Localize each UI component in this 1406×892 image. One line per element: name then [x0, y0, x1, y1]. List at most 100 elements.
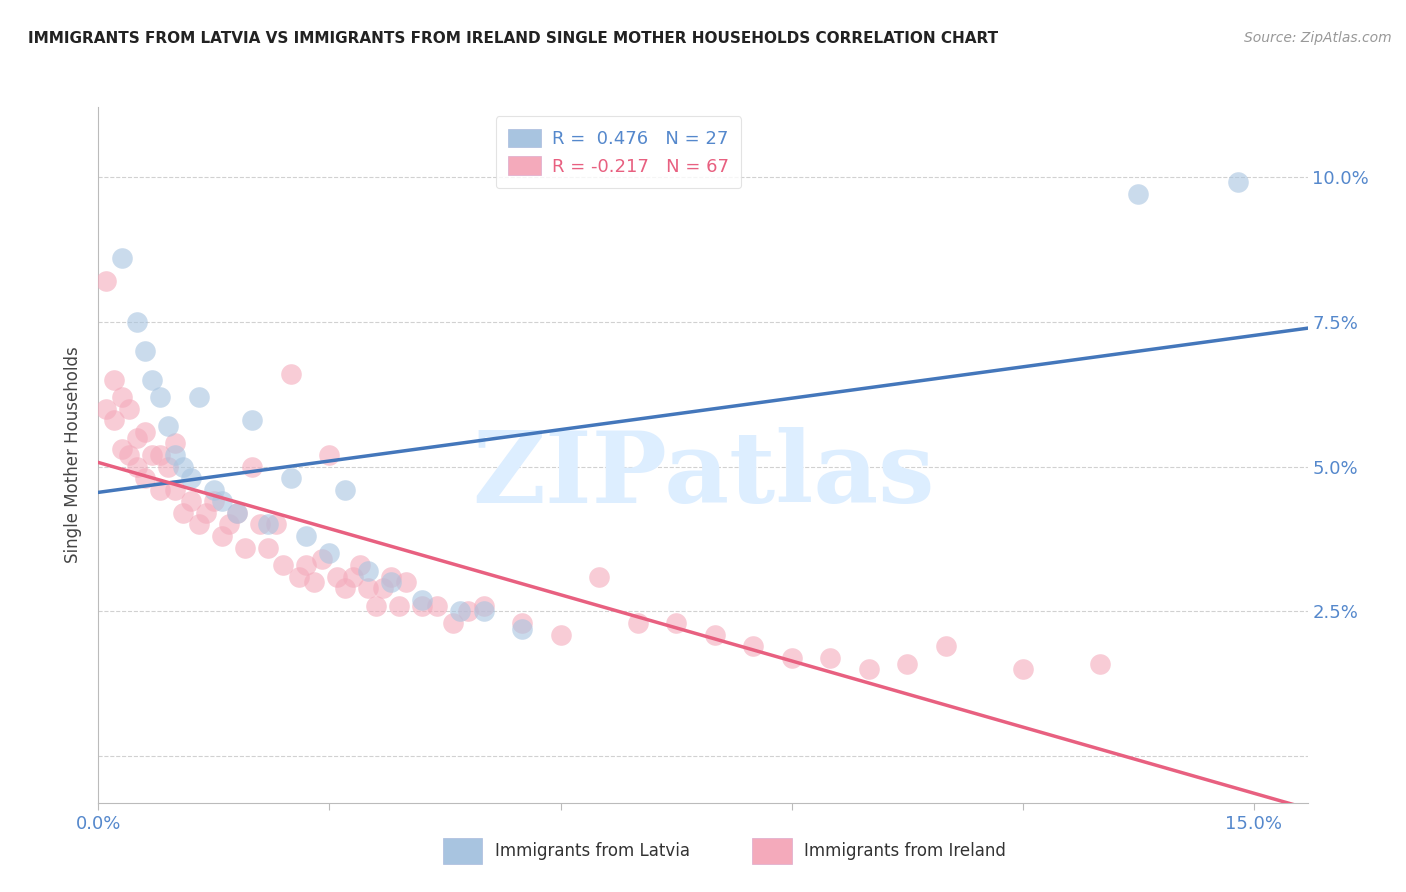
- Point: [233, 541, 256, 555]
- Point: [94, 274, 117, 288]
- Point: [211, 494, 233, 508]
- Text: Source: ZipAtlas.com: Source: ZipAtlas.com: [1244, 31, 1392, 45]
- Point: [165, 448, 187, 462]
- Point: [125, 431, 148, 445]
- FancyBboxPatch shape: [443, 838, 482, 863]
- Point: [311, 552, 333, 566]
- Point: [380, 570, 402, 584]
- Point: [703, 628, 725, 642]
- Point: [134, 425, 156, 439]
- Point: [202, 494, 225, 508]
- Point: [550, 628, 572, 642]
- Point: [287, 570, 309, 584]
- Point: [172, 459, 194, 474]
- Point: [242, 459, 264, 474]
- Point: [110, 390, 132, 404]
- Point: [818, 651, 841, 665]
- Point: [510, 622, 533, 636]
- Point: [280, 367, 302, 381]
- Point: [472, 605, 495, 619]
- Point: [388, 599, 411, 613]
- Point: [364, 599, 387, 613]
- Point: [326, 570, 349, 584]
- Point: [149, 448, 172, 462]
- FancyBboxPatch shape: [752, 838, 792, 863]
- Point: [318, 448, 340, 462]
- Point: [626, 615, 648, 630]
- Point: [141, 448, 163, 462]
- Point: [125, 315, 148, 329]
- Point: [426, 599, 449, 613]
- Point: [333, 483, 356, 497]
- Legend: R =  0.476   N = 27, R = -0.217   N = 67: R = 0.476 N = 27, R = -0.217 N = 67: [495, 116, 741, 188]
- Y-axis label: Single Mother Households: Single Mother Households: [65, 347, 83, 563]
- Point: [180, 471, 202, 485]
- Point: [156, 459, 179, 474]
- Point: [510, 615, 533, 630]
- Point: [935, 639, 957, 653]
- Point: [780, 651, 803, 665]
- Point: [333, 582, 356, 596]
- Point: [134, 343, 156, 358]
- Point: [357, 564, 380, 578]
- Text: Immigrants from Ireland: Immigrants from Ireland: [804, 842, 1007, 860]
- Text: IMMIGRANTS FROM LATVIA VS IMMIGRANTS FROM IRELAND SINGLE MOTHER HOUSEHOLDS CORRE: IMMIGRANTS FROM LATVIA VS IMMIGRANTS FRO…: [28, 31, 998, 46]
- Point: [449, 605, 471, 619]
- Point: [1126, 187, 1149, 202]
- Point: [110, 442, 132, 457]
- Point: [395, 575, 418, 590]
- Point: [149, 483, 172, 497]
- Point: [249, 517, 271, 532]
- Point: [134, 471, 156, 485]
- Point: [264, 517, 287, 532]
- Point: [94, 401, 117, 416]
- Point: [665, 615, 688, 630]
- Point: [180, 494, 202, 508]
- Point: [271, 558, 294, 573]
- Point: [218, 517, 240, 532]
- Point: [858, 662, 880, 676]
- Point: [318, 546, 340, 561]
- Point: [373, 582, 395, 596]
- Point: [411, 599, 433, 613]
- Point: [896, 657, 918, 671]
- Point: [165, 436, 187, 450]
- Point: [411, 592, 433, 607]
- Point: [242, 413, 264, 427]
- Point: [110, 251, 132, 265]
- Point: [125, 459, 148, 474]
- Point: [103, 373, 125, 387]
- Point: [441, 615, 464, 630]
- Point: [357, 582, 380, 596]
- Point: [195, 506, 218, 520]
- Point: [588, 570, 610, 584]
- Point: [1088, 657, 1111, 671]
- Point: [302, 575, 325, 590]
- Point: [172, 506, 194, 520]
- Point: [472, 599, 495, 613]
- Point: [156, 419, 179, 434]
- Point: [165, 483, 187, 497]
- Point: [187, 390, 209, 404]
- Point: [141, 373, 163, 387]
- Point: [211, 529, 233, 543]
- Point: [280, 471, 302, 485]
- Point: [257, 517, 280, 532]
- Point: [187, 517, 209, 532]
- Point: [226, 506, 249, 520]
- Point: [742, 639, 765, 653]
- Point: [118, 448, 141, 462]
- Point: [349, 558, 371, 573]
- Text: ZIPatlas: ZIPatlas: [472, 427, 934, 524]
- Point: [380, 575, 402, 590]
- Text: Immigrants from Latvia: Immigrants from Latvia: [495, 842, 690, 860]
- Point: [118, 401, 141, 416]
- Point: [103, 413, 125, 427]
- Point: [342, 570, 364, 584]
- Point: [295, 558, 318, 573]
- Point: [295, 529, 318, 543]
- Point: [1227, 175, 1250, 190]
- Point: [1011, 662, 1033, 676]
- Point: [202, 483, 225, 497]
- Point: [457, 605, 479, 619]
